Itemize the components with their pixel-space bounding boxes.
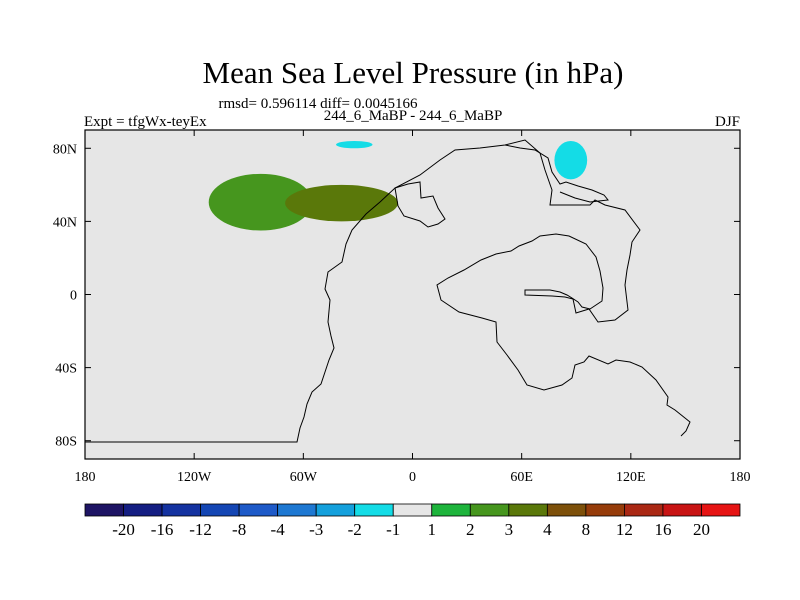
experiment-label: Expt = tfgWx-teyEx xyxy=(84,114,207,130)
colorbar-swatch xyxy=(508,503,548,517)
y-tick-label: 80S xyxy=(55,435,77,450)
map-panel xyxy=(84,129,741,460)
colorbar-label: -20 xyxy=(112,520,135,539)
x-tick-label: 0 xyxy=(409,470,416,485)
x-tick-label: 60W xyxy=(290,470,318,485)
season-label: DJF xyxy=(715,114,740,130)
y-tick-label: 0 xyxy=(70,289,77,304)
colorbar-label: 4 xyxy=(543,520,552,539)
colorbar-label: 8 xyxy=(582,520,591,539)
y-tick-label: 80N xyxy=(53,142,77,157)
x-tick-label: 60E xyxy=(510,470,533,485)
colorbar-label: 12 xyxy=(616,520,633,539)
coastline-block xyxy=(394,181,446,228)
anomaly-region-southern-ocean-cyan xyxy=(594,343,704,368)
coastline-america xyxy=(85,139,691,443)
colorbar-swatch xyxy=(238,503,279,517)
chart-title: Mean Sea Level Pressure (in hPa) xyxy=(203,55,624,90)
colorbar-swatch xyxy=(161,503,201,517)
x-tick-label: 120E xyxy=(616,470,646,485)
anomaly-region-pacific-small-cyan xyxy=(166,166,204,182)
anomaly-region-south-atlantic-cyan xyxy=(477,433,555,449)
colorbar-label: -1 xyxy=(386,520,400,539)
comparison-label: 244_6_MaBP - 244_6_MaBP xyxy=(324,108,503,124)
colorbar-swatch xyxy=(431,503,471,517)
anomaly-region-northeast-blue xyxy=(554,140,588,180)
colorbar-label: -8 xyxy=(232,520,246,539)
x-axis: 180 120W 60W 0 60E 120E 180 xyxy=(75,130,751,485)
anomaly-region-arctic-east-blue xyxy=(336,140,373,149)
colorbar-swatch xyxy=(84,503,124,517)
colorbar-label: -3 xyxy=(309,520,323,539)
anomaly-region-north-pacific-green xyxy=(208,173,313,231)
x-tick-label: 180 xyxy=(730,470,751,485)
colorbar-label: 20 xyxy=(693,520,710,539)
colorbar-swatch xyxy=(585,503,625,517)
colorbar-swatch xyxy=(469,503,510,517)
colorbar-label: 1 xyxy=(428,520,437,539)
colorbar-swatch xyxy=(200,503,240,517)
colorbar-label: -12 xyxy=(189,520,212,539)
coastlines xyxy=(85,139,691,443)
colorbar-label: 2 xyxy=(466,520,475,539)
colorbar-label: -2 xyxy=(348,520,362,539)
x-tick-label: 120W xyxy=(177,470,212,485)
colorbar-swatch xyxy=(277,503,317,517)
colorbar-swatch xyxy=(315,503,356,517)
colorbar-swatch xyxy=(624,503,664,517)
anomaly-region-small-dot-cyan xyxy=(452,437,460,445)
colorbar-swatch xyxy=(662,503,702,517)
colorbar: -20 -16 -12 -8 -4 -3 -2 -1 1 2 3 4 8 12 16 20 xyxy=(84,503,741,539)
colorbar-swatch xyxy=(354,503,394,517)
anomaly-layer xyxy=(85,130,740,459)
y-tick-label: 40S xyxy=(55,362,77,377)
colorbar-swatch xyxy=(123,503,163,517)
colorbar-swatch xyxy=(546,503,587,517)
coastline-arctic xyxy=(504,144,609,203)
colorbar-label: 3 xyxy=(505,520,514,539)
anomaly-region-southeast-pacific-cyan xyxy=(612,413,740,459)
stats-text: rmsd= 0.596114 diff= 0.0045166 xyxy=(219,96,418,112)
colorbar-label: -4 xyxy=(271,520,286,539)
colorbar-label: -16 xyxy=(151,520,174,539)
colorbar-swatch xyxy=(392,503,433,517)
anomaly-region-southwest-edge-cyan xyxy=(85,426,122,438)
anomaly-region-north-pacific-olive xyxy=(285,184,398,222)
x-tick-label: 180 xyxy=(75,470,96,485)
anomaly-region-arctic-east-cyan xyxy=(285,133,395,163)
colorbar-label: 16 xyxy=(654,520,671,539)
y-tick-label: 40N xyxy=(53,215,77,230)
y-axis: 80N 40N 0 40S 80S xyxy=(53,142,740,450)
colorbar-swatch xyxy=(701,503,741,517)
